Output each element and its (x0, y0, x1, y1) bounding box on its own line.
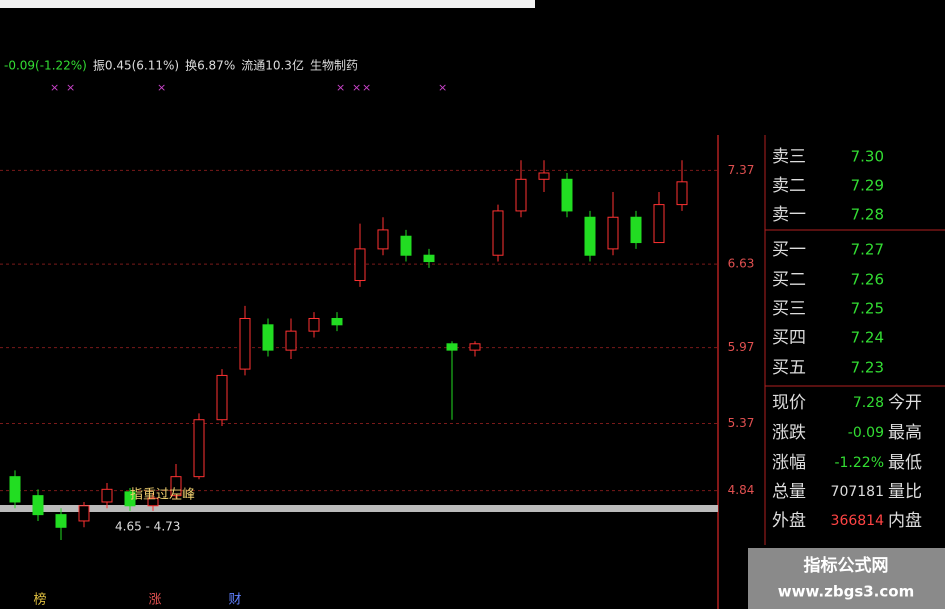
candle-body (561, 178, 573, 212)
y-tick-label: 7.37 (728, 163, 755, 177)
order-label: 卖三 (772, 147, 806, 167)
candle-body (239, 317, 251, 370)
candle-body (262, 324, 274, 351)
header-item: 流通10.3亿 (241, 58, 304, 73)
watermark-title: 指标公式网 (804, 555, 889, 576)
order-price: 7.30 (851, 148, 884, 166)
bottom-label: 涨 (148, 593, 161, 608)
annotation: 指重过左峰 (130, 487, 195, 503)
candle-body (78, 505, 90, 522)
candle-body (170, 476, 182, 497)
order-price: 7.28 (851, 206, 884, 224)
bottom-label: 财 (228, 593, 241, 608)
y-tick-label: 6.63 (728, 257, 755, 271)
signal-marks: × × × × × × × (50, 81, 447, 94)
quote-label: 外盘 (772, 511, 806, 531)
quote-value: 707181 (831, 484, 884, 500)
quote-label: 涨跌 (772, 423, 806, 443)
bottom-label: 榜 (33, 592, 46, 608)
header-item: -0.09(-1.22%) (4, 59, 87, 73)
candle-body (377, 229, 389, 250)
candle-body (354, 248, 366, 282)
candle-body (193, 419, 205, 478)
order-price: 7.29 (851, 177, 884, 195)
header-item: 生物制药 (310, 59, 358, 73)
candle-body (285, 330, 297, 351)
order-price: 7.25 (851, 300, 884, 318)
candle-body (653, 204, 665, 244)
quote-right-label: 最高 (888, 423, 922, 443)
y-tick-label: 4.84 (728, 483, 755, 497)
quote-right-label: 今开 (888, 393, 922, 413)
header-item: 振0.45(6.11%) (93, 59, 179, 73)
order-label: 买一 (772, 240, 806, 260)
candle-body (492, 210, 504, 256)
quote-value: -1.22% (834, 455, 884, 471)
order-label: 买三 (772, 299, 806, 319)
candle-body (124, 491, 136, 507)
candle-body (147, 497, 159, 507)
order-label: 买二 (772, 270, 806, 290)
candle-body (469, 343, 481, 351)
y-tick-label: 5.97 (728, 340, 755, 354)
order-price: 7.26 (851, 271, 884, 289)
candle-body (630, 216, 642, 244)
candle-body (446, 343, 458, 351)
annotation: 4.65 - 4.73 (115, 520, 180, 534)
order-price: 7.27 (851, 241, 884, 259)
order-label: 卖一 (772, 205, 806, 225)
signal-x: × (352, 81, 361, 94)
quote-value: 366814 (831, 513, 885, 529)
quote-right-label: 最低 (888, 453, 922, 473)
candle-body (607, 216, 619, 250)
candle-body (515, 178, 527, 212)
candle-body (423, 254, 435, 263)
signal-x: × (50, 81, 59, 94)
candle-body (101, 488, 113, 503)
candle-body (538, 172, 550, 180)
y-tick-label: 5.37 (728, 416, 755, 430)
candle-body (584, 216, 596, 256)
header-item: 换6.87% (185, 59, 235, 73)
quote-right-label: 量比 (888, 482, 922, 502)
quote-right-label: 内盘 (888, 511, 922, 531)
watermark-url: www.zbgs3.com (778, 583, 914, 601)
watermark-box (748, 548, 945, 609)
order-label: 买五 (772, 358, 806, 378)
order-label: 买四 (772, 328, 806, 348)
candle-body (676, 181, 688, 206)
order-price: 7.23 (851, 359, 884, 377)
candle-body (331, 317, 343, 326)
quote-value: 7.28 (853, 395, 884, 411)
candle-body (9, 476, 21, 503)
order-price: 7.24 (851, 329, 884, 347)
candle-body (55, 514, 67, 528)
quote-label: 涨幅 (772, 453, 806, 473)
signal-x: × (362, 81, 371, 94)
signal-x: × (336, 81, 345, 94)
top-strip (0, 0, 535, 8)
candle-body (400, 235, 412, 256)
candle-body (308, 317, 320, 332)
signal-x: × (438, 81, 447, 94)
signal-x: × (157, 81, 166, 94)
quote-value: -0.09 (848, 425, 884, 441)
price-band (0, 505, 718, 512)
signal-x: × (66, 81, 75, 94)
order-label: 卖二 (772, 176, 806, 196)
candle-body (216, 374, 228, 421)
quote-label: 总量 (772, 482, 806, 502)
candle-body (32, 495, 44, 516)
quote-label: 现价 (772, 393, 806, 413)
